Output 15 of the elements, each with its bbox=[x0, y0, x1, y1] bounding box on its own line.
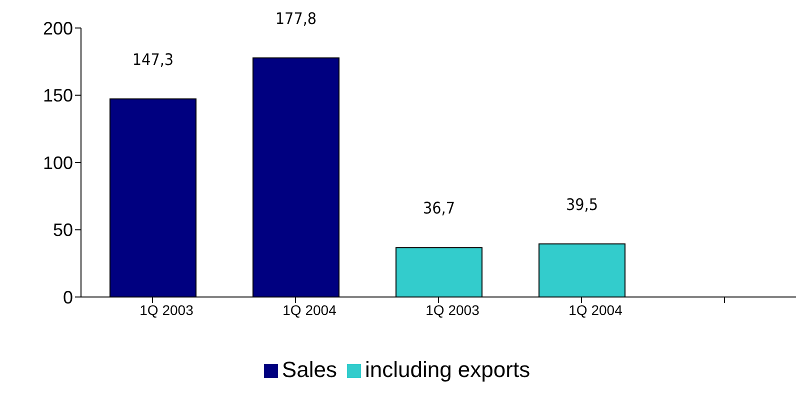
y-tick-label: 200 bbox=[42, 18, 73, 38]
data-label: 39,5 bbox=[566, 194, 598, 214]
data-label: 177,8 bbox=[275, 8, 317, 28]
y-tick-label: 150 bbox=[42, 86, 73, 106]
x-tick-label: 1Q 2004 bbox=[568, 302, 623, 318]
data-label: 36,7 bbox=[422, 198, 456, 218]
data-label: 147,3 bbox=[132, 50, 174, 69]
x-tick-label: 1Q 2004 bbox=[282, 302, 337, 318]
x-tick-label: 1Q 2003 bbox=[140, 302, 194, 318]
legend-label: including exports bbox=[364, 357, 530, 382]
legend-label: Sales bbox=[282, 357, 337, 382]
x-tick-label: 1Q 2003 bbox=[426, 302, 480, 318]
y-tick-label: 100 bbox=[42, 152, 73, 173]
y-tick-label: 0 bbox=[62, 287, 73, 308]
y-tick-label: 50 bbox=[52, 220, 73, 240]
